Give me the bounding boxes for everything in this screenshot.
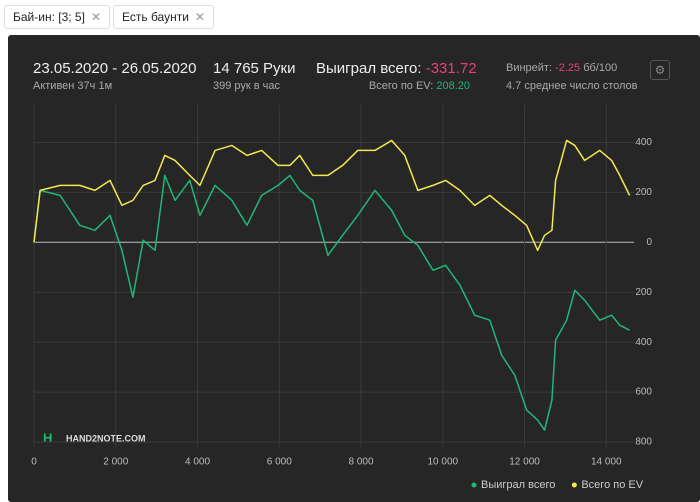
won-value: -331.72 [425, 60, 477, 77]
hands: 14 765 Руки [213, 60, 296, 77]
x-tick-label: 14 000 [591, 457, 622, 468]
panel [8, 35, 700, 502]
x-tick-label: 4 000 [185, 457, 210, 468]
winrate-value: -2.25 [555, 62, 581, 74]
winrate-unit: бб/100 [583, 62, 618, 74]
winrate-label: Винрейт: [506, 62, 553, 74]
x-tick-label: 12 000 [509, 457, 540, 468]
active: Активен 37ч 1м [33, 80, 113, 92]
filter-chip[interactable]: Есть баунти ✕ [113, 5, 214, 29]
filter-label: Есть баунти [122, 10, 189, 24]
x-tick-label: 0 [31, 457, 37, 468]
legend-label: Всего по EV [581, 479, 643, 491]
y-tick-label: 400 [635, 337, 652, 348]
x-tick-label: 6 000 [267, 457, 292, 468]
settings-button[interactable]: ⚙ [650, 60, 670, 80]
filter-label: Бай-ин: [3; 5] [13, 10, 85, 24]
x-tick-label: 10 000 [427, 457, 458, 468]
legend-marker [571, 482, 577, 488]
y-tick-label: 800 [635, 437, 652, 448]
filter-chip[interactable]: Бай-ин: [3; 5] ✕ [4, 5, 110, 29]
y-tick-label: 0 [646, 237, 652, 248]
won-label: Выиграл всего: [316, 60, 422, 77]
series-line [33, 174, 630, 431]
logo-icon: H [43, 430, 52, 445]
series-line [33, 139, 631, 252]
ev: Всего по EV: 208.20 [369, 80, 470, 92]
y-tick-label: 200 [635, 287, 652, 298]
legend-marker [471, 482, 477, 488]
tables: 4.7 среднее число столов [506, 80, 638, 92]
x-tick-label: 2 000 [103, 457, 128, 468]
close-icon[interactable]: ✕ [194, 10, 205, 24]
dates: 23.05.2020 - 26.05.2020 [33, 60, 197, 77]
x-tick-label: 8 000 [349, 457, 374, 468]
hands-per-hour: 399 рук в час [213, 80, 281, 92]
y-tick-label: 400 [635, 137, 652, 148]
logo: HAND2NOTE.COM [66, 433, 146, 443]
y-tick-label: 600 [635, 387, 652, 398]
legend-label: Выиграл всего [481, 479, 555, 491]
ev-label: Всего по EV: [368, 80, 434, 92]
y-tick-label: 200 [635, 187, 652, 198]
ev-value: 208.20 [436, 80, 470, 92]
won: Выиграл всего: -331.72 [316, 60, 477, 77]
close-icon[interactable]: ✕ [90, 10, 101, 24]
winrate: Винрейт: -2.25 бб/100 [506, 62, 617, 74]
